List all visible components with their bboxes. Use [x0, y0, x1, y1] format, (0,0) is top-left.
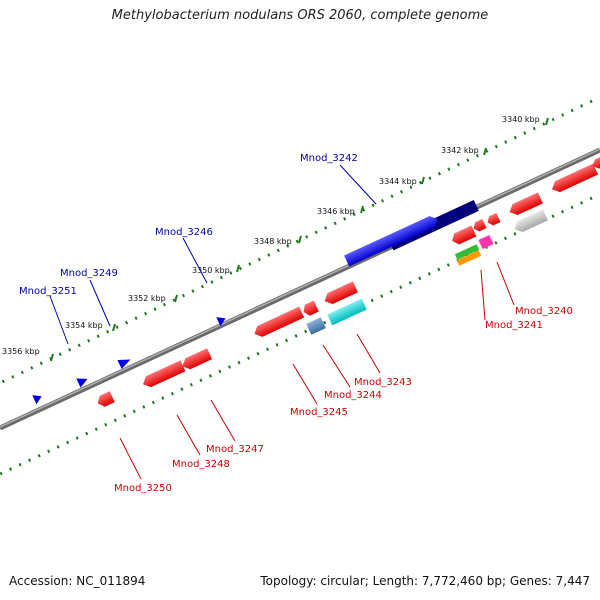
gene-reverse[interactable]	[454, 244, 480, 260]
gene-mnod-3249[interactable]	[117, 355, 132, 370]
reverse-tick-track	[0, 196, 593, 476]
gene-label-mnod-3241[interactable]: Mnod_3241	[485, 320, 543, 331]
gene-reverse[interactable]	[456, 250, 482, 266]
kbp-label: 3356 kbp	[2, 347, 40, 356]
kbp-label: 3352 kbp	[128, 294, 166, 303]
gene-mnod-3241[interactable]	[478, 234, 494, 250]
gene-reverse[interactable]	[322, 281, 358, 306]
kbp-label: 3342 kbp	[441, 146, 479, 155]
genome-summary-text: Topology: circular; Length: 7,772,460 bp…	[260, 574, 590, 588]
gene-reverse[interactable]	[507, 192, 543, 217]
gene-label-mnod-3249[interactable]: Mnod_3249	[60, 268, 118, 279]
gene-mnod-3245[interactable]	[252, 306, 305, 340]
gene-mnod-3242[interactable]	[344, 196, 479, 270]
gene-mnod-3250[interactable]	[95, 391, 115, 409]
forward-tick-track	[0, 99, 593, 385]
gene-label-mnod-3242[interactable]: Mnod_3242	[300, 153, 358, 164]
kbp-label: 3340 kbp	[502, 115, 540, 124]
gene-label-mnod-3243[interactable]: Mnod_3243	[354, 377, 412, 388]
major-ticks	[50, 117, 549, 362]
kbp-label: 3350 kbp	[192, 266, 230, 275]
kbp-label: 3344 kbp	[379, 177, 417, 186]
gene-label-mnod-3251[interactable]: Mnod_3251	[19, 286, 77, 297]
gene-label-mnod-3246[interactable]: Mnod_3246	[155, 227, 213, 238]
kbp-label: 3346 kbp	[317, 207, 355, 216]
gene-reverse[interactable]	[485, 212, 501, 227]
gene-label-mnod-3240[interactable]: Mnod_3240	[515, 306, 573, 317]
map-title: Methylobacterium nodulans ORS 2060, comp…	[111, 8, 489, 23]
gene-mnod-3251[interactable]	[76, 374, 89, 388]
reverse-gene-labels	[119, 261, 515, 480]
gene-reverse[interactable]	[471, 218, 487, 233]
genome-backbone	[0, 147, 600, 431]
gene-mnod-3246[interactable]	[216, 314, 227, 327]
gene-label-mnod-3250[interactable]: Mnod_3250	[114, 483, 172, 494]
gene-reverse[interactable]	[450, 225, 477, 247]
kbp-label: 3348 kbp	[254, 237, 292, 246]
forward-genes	[32, 196, 479, 405]
gene-forward[interactable]	[32, 392, 43, 405]
gene-reverse[interactable]	[590, 156, 600, 171]
kbp-label: 3354 kbp	[65, 321, 103, 330]
gene-reverse[interactable]	[550, 163, 599, 195]
kbp-labels: 3340 kbp 3342 kbp 3344 kbp 3346 kbp 3348…	[2, 115, 540, 356]
gene-mnod-3248[interactable]	[141, 360, 186, 389]
reverse-genes	[95, 156, 600, 409]
gene-mnod-3243[interactable]	[327, 298, 367, 326]
accession-text: Accession: NC_011894	[9, 574, 146, 588]
gene-label-mnod-3248[interactable]: Mnod_3248	[172, 459, 230, 470]
gene-label-mnod-3244[interactable]: Mnod_3244	[324, 390, 382, 401]
gene-reverse[interactable]	[301, 300, 319, 318]
gene-label-mnod-3247[interactable]: Mnod_3247	[206, 444, 264, 455]
gene-mnod-3244[interactable]	[306, 317, 326, 335]
forward-gene-labels: Mnod_3242 Mnod_3246 Mnod_3249 Mnod_3251	[19, 153, 377, 345]
gene-label-mnod-3245[interactable]: Mnod_3245	[290, 407, 348, 418]
gene-mnod-3240[interactable]	[512, 209, 548, 234]
gene-mnod-3247[interactable]	[180, 348, 213, 371]
